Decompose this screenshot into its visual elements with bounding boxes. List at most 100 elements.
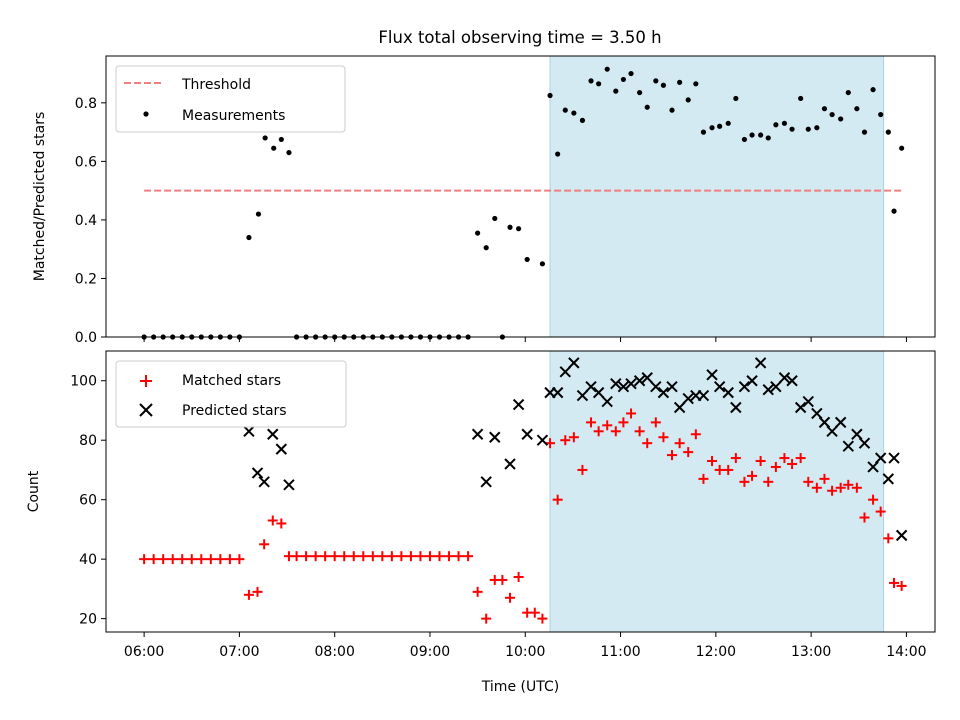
predicted-star-point (536, 434, 549, 446)
matched-star-point (803, 476, 814, 487)
matched-star-point (586, 417, 597, 428)
matched-star-point (424, 551, 435, 562)
matched-star-point (577, 464, 588, 475)
legend-predicted-label: Predicted stars (182, 403, 287, 419)
measurement-point (685, 97, 691, 103)
matched-star-point (329, 551, 340, 562)
matched-star-point (650, 417, 661, 428)
measurement-point (773, 122, 779, 128)
predicted-star-point (512, 398, 525, 411)
predicted-star-point (585, 380, 597, 393)
x-tick-label: 14:00 (886, 644, 926, 660)
matched-star-point (896, 580, 907, 591)
predicted-star-point (802, 395, 814, 408)
measurement-point (717, 123, 723, 129)
matched-star-point (698, 473, 709, 484)
predicted-star-point (592, 386, 605, 399)
legend-measurements-label: Measurements (182, 108, 285, 124)
x-tick-label: 13:00 (791, 644, 831, 660)
measurement-point (562, 107, 568, 113)
matched-star-point (763, 476, 774, 487)
measurement-point (524, 256, 530, 263)
measurement-point (709, 125, 715, 131)
matched-star-point (224, 554, 235, 565)
y-tick-label: 40 (79, 552, 97, 568)
matched-star-point (396, 551, 407, 562)
x-tick-label: 09:00 (410, 644, 450, 660)
predicted-star-point (657, 386, 670, 399)
matched-star-point (674, 438, 685, 449)
measurement-point (255, 211, 262, 217)
measurement-point (725, 120, 731, 126)
predicted-star-point (722, 386, 734, 399)
predicted-star-point (559, 366, 571, 378)
measurement-point (845, 89, 851, 96)
predicted-star-point (858, 437, 871, 449)
predicted-star-point (504, 458, 516, 470)
matched-star-point (552, 494, 563, 505)
measurement-point (596, 81, 602, 87)
predicted-star-point (489, 431, 501, 443)
predicted-star-point (625, 378, 637, 390)
predicted-star-point (770, 380, 782, 393)
matched-star-point (215, 554, 226, 565)
predicted-star-point (650, 380, 662, 393)
measurement-point (677, 79, 683, 85)
matched-star-point (779, 453, 790, 464)
matched-star-point (835, 482, 846, 493)
matched-star-point (444, 551, 455, 562)
measurement-point (741, 136, 748, 143)
predicted-star-point (826, 425, 838, 437)
matched-star-point (386, 551, 397, 562)
matched-star-point (310, 551, 321, 562)
measurement-point (749, 132, 755, 138)
predicted-star-point (251, 467, 264, 479)
matched-star-point (537, 613, 548, 624)
y-tick-label: 0.0 (75, 330, 97, 346)
x-tick-label: 06:00 (124, 644, 164, 660)
measurement-point (693, 81, 699, 87)
measurement-point (700, 129, 707, 135)
matched-star-point (868, 494, 879, 505)
measurement-point (805, 126, 811, 132)
matched-star-point (276, 518, 287, 529)
predicted-star-point (794, 401, 807, 414)
measurement-point (644, 104, 650, 110)
y-tick-label: 60 (79, 493, 97, 509)
x-tick-label: 07:00 (219, 644, 259, 660)
x-axis: 06:00 07:00 08:00 09:00 10:00 11:00 12:00 13:00… (124, 632, 927, 660)
legend-box (115, 360, 347, 428)
measurement-point (899, 145, 905, 151)
matched-star-point (787, 458, 798, 469)
matched-star-point (243, 589, 254, 600)
measurement-point (838, 116, 844, 122)
matched-star-point (513, 571, 524, 582)
matched-star-point (626, 408, 637, 419)
predicted-star-point (617, 380, 630, 393)
predicted-star-point (746, 375, 758, 387)
x-tick-label: 08:00 (315, 644, 355, 660)
matched-star-point (320, 551, 331, 562)
matched-star-point (859, 512, 870, 523)
matched-star-point (348, 551, 359, 562)
matched-star-point (291, 551, 302, 562)
matched-star-point (593, 426, 604, 437)
measurement-point (789, 126, 795, 132)
matched-star-point (827, 485, 838, 496)
matched-star-point (205, 554, 216, 565)
matched-star-point (252, 586, 263, 597)
matched-star-point (358, 551, 369, 562)
matched-star-point (723, 464, 734, 475)
predicted-star-point (706, 369, 718, 381)
matched-star-point (730, 453, 741, 464)
matched-star-point (747, 470, 758, 481)
predicted-star-point (480, 476, 492, 488)
matched-star-point (434, 551, 445, 562)
measurement-point (588, 78, 594, 84)
measurement-point (829, 111, 835, 118)
measurement-point (870, 87, 876, 93)
plot-frame (105, 350, 936, 633)
matched-star-point (377, 551, 388, 562)
matched-star-point (196, 554, 207, 565)
